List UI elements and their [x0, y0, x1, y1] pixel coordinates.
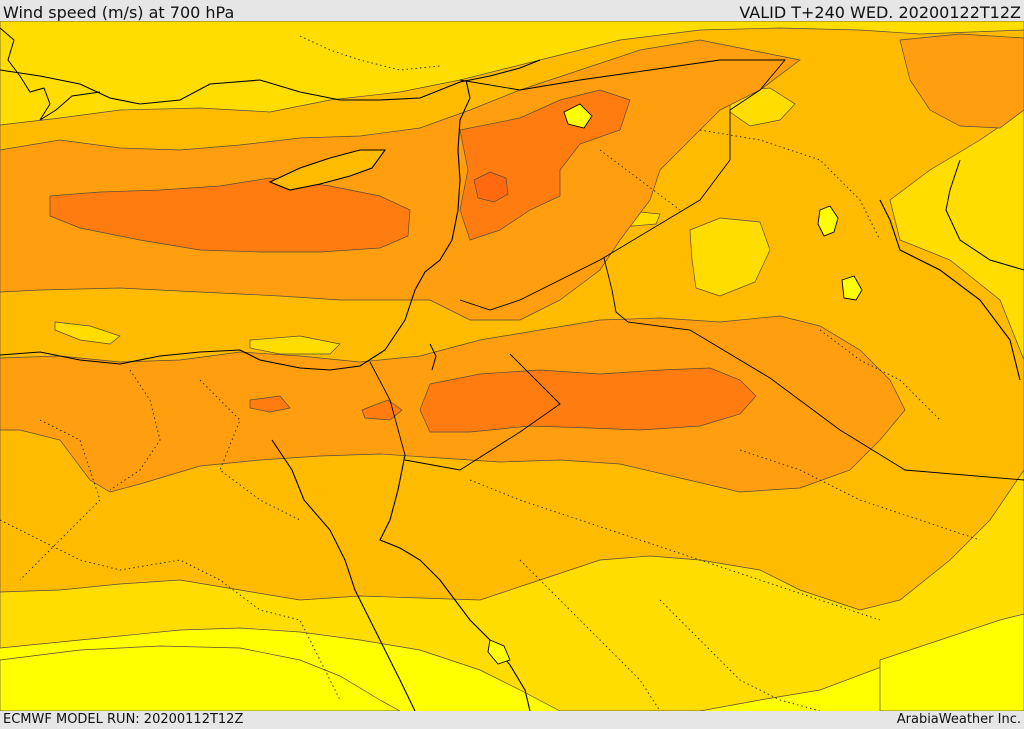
lake — [817, 205, 839, 237]
coastline-red-sea — [379, 454, 531, 711]
band-peak — [473, 171, 509, 203]
border-line — [603, 257, 1024, 481]
band-high — [899, 33, 1024, 129]
border-line — [369, 361, 406, 456]
band-lowest — [0, 645, 401, 711]
footer-bar: ECMWF MODEL RUN: 20200112T12Z ArabiaWeat… — [0, 711, 1024, 729]
coastline-dead-sea — [429, 343, 437, 371]
band-highest — [249, 395, 291, 413]
dotted-borders — [0, 35, 981, 711]
border-line — [404, 353, 561, 471]
band-low-patch — [689, 217, 771, 297]
coastline-gulf-east — [945, 159, 1024, 271]
credit: ArabiaWeather Inc. — [896, 712, 1021, 727]
coastline-turkey — [0, 59, 541, 105]
border-line — [459, 59, 786, 311]
wind-speed-map — [0, 21, 1024, 711]
band-low-patch — [249, 335, 341, 355]
lake — [563, 103, 593, 129]
map-title: Wind speed (m/s) at 700 hPa — [3, 3, 235, 22]
coastline-red-sea — [271, 439, 416, 711]
header-bar: Wind speed (m/s) at 700 hPa VALID T+240 … — [0, 0, 1024, 22]
coastline-cyprus — [268, 149, 387, 191]
band-highest — [49, 177, 411, 253]
band-highest — [459, 89, 631, 241]
band-lowest — [879, 613, 1024, 711]
band-highest — [361, 399, 403, 421]
band-highest — [419, 367, 757, 433]
valid-time: VALID T+240 WED. 20200122T12Z — [739, 3, 1021, 22]
lake — [841, 275, 863, 301]
map-canvas — [0, 21, 1024, 711]
lake — [487, 639, 511, 665]
coastline — [0, 79, 471, 371]
model-run: ECMWF MODEL RUN: 20200112T12Z — [3, 712, 244, 727]
band-low-patch — [54, 321, 121, 345]
coastline-gulf — [879, 199, 1021, 381]
coastline-aegean — [0, 27, 101, 121]
